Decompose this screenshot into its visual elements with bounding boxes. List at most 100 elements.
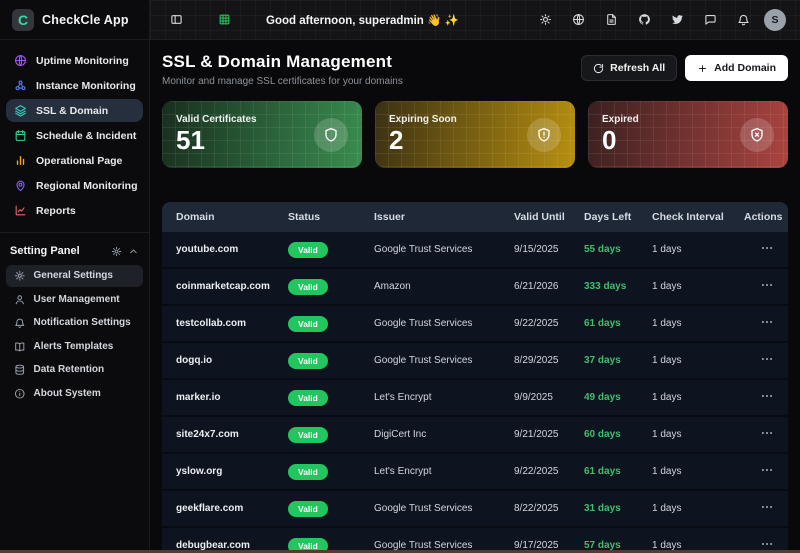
sidebar-toggle-icon[interactable] <box>164 8 188 32</box>
row-actions-button[interactable] <box>760 315 774 329</box>
cell-actions <box>744 315 774 332</box>
cell-issuer: DigiCert Inc <box>374 429 514 440</box>
calendar-icon <box>14 129 27 142</box>
cell-status: Valid <box>288 242 374 258</box>
sidebar-item-operational-page[interactable]: Operational Page <box>6 149 143 172</box>
page-title: SSL & Domain Management <box>162 52 403 72</box>
cell-actions <box>744 389 774 406</box>
page-subtitle: Monitor and manage SSL certificates for … <box>162 76 403 87</box>
cell-days-left: 61 days <box>584 318 652 329</box>
cell-days-left: 55 days <box>584 244 652 255</box>
cell-issuer: Amazon <box>374 281 514 292</box>
sidebar-item-ssl-domain[interactable]: SSL & Domain <box>6 99 143 122</box>
status-badge: Valid <box>288 427 328 443</box>
row-actions-button[interactable] <box>760 537 774 551</box>
cell-issuer: Google Trust Services <box>374 503 514 514</box>
col-check-interval: Check Interval <box>652 211 744 223</box>
table-row: coinmarketcap.comValidAmazon6/21/2026333… <box>162 269 788 306</box>
table-row: yslow.orgValidLet's Encrypt9/22/202561 d… <box>162 454 788 491</box>
stat-cards: Valid Certificates51Expiring Soon2Expire… <box>162 101 788 168</box>
person-icon <box>14 294 26 306</box>
book-icon <box>14 341 26 353</box>
col-status: Status <box>288 211 374 223</box>
app-logo: C <box>12 9 34 31</box>
globe-icon <box>14 54 27 67</box>
cell-valid-until: 8/22/2025 <box>514 503 584 514</box>
row-actions-button[interactable] <box>760 426 774 440</box>
docs-icon[interactable] <box>599 8 623 32</box>
settings-item-data-retention[interactable]: Data Retention <box>6 359 143 381</box>
settings-item-notification-settings[interactable]: Notification Settings <box>6 312 143 334</box>
info-icon <box>14 388 26 400</box>
cell-days-left: 37 days <box>584 355 652 366</box>
cell-days-left: 31 days <box>584 503 652 514</box>
cell-domain: site24x7.com <box>176 429 288 440</box>
cell-issuer: Google Trust Services <box>374 355 514 366</box>
col-issuer: Issuer <box>374 211 514 223</box>
row-actions-button[interactable] <box>760 500 774 514</box>
twitter-icon[interactable] <box>665 8 689 32</box>
settings-nav: General SettingsUser ManagementNotificat… <box>0 263 149 406</box>
cell-days-left: 60 days <box>584 429 652 440</box>
table-row: dogq.ioValidGoogle Trust Services8/29/20… <box>162 343 788 380</box>
sidebar-item-regional-monitoring[interactable]: Regional Monitoring <box>6 174 143 197</box>
row-actions-button[interactable] <box>760 389 774 403</box>
sidebar-item-reports[interactable]: Reports <box>6 199 143 222</box>
row-actions-button[interactable] <box>760 463 774 477</box>
row-actions-button[interactable] <box>760 241 774 255</box>
settings-item-about-system[interactable]: About System <box>6 383 143 405</box>
sidebar-item-label: Schedule & Incident <box>36 130 136 142</box>
chat-icon[interactable] <box>698 8 722 32</box>
settings-panel-title: Setting Panel <box>10 245 105 257</box>
col-actions: Actions <box>744 211 783 223</box>
sidebar-item-label: Uptime Monitoring <box>36 55 129 67</box>
sidebar-item-uptime-monitoring[interactable]: Uptime Monitoring <box>6 49 143 72</box>
sidebar-item-label: Reports <box>36 205 76 217</box>
cell-domain: youtube.com <box>176 244 288 255</box>
settings-item-user-management[interactable]: User Management <box>6 289 143 311</box>
theme-toggle-icon[interactable] <box>533 8 557 32</box>
cell-days-left: 49 days <box>584 392 652 403</box>
row-actions-button[interactable] <box>760 352 774 366</box>
cell-status: Valid <box>288 501 374 517</box>
cell-actions <box>744 426 774 443</box>
settings-item-alerts-templates[interactable]: Alerts Templates <box>6 336 143 358</box>
user-avatar[interactable]: S <box>764 9 786 31</box>
settings-item-general-settings[interactable]: General Settings <box>6 265 143 287</box>
settings-item-label: About System <box>34 388 101 399</box>
settings-panel-header[interactable]: Setting Panel <box>0 233 149 263</box>
table-row: testcollab.comValidGoogle Trust Services… <box>162 306 788 343</box>
stat-icon-circle <box>527 118 561 152</box>
bar-chart-icon <box>14 154 27 167</box>
cell-check-interval: 1 days <box>652 244 744 255</box>
cell-actions <box>744 463 774 480</box>
table-row: geekflare.comValidGoogle Trust Services8… <box>162 491 788 528</box>
plus-icon <box>697 63 708 74</box>
cell-valid-until: 8/29/2025 <box>514 355 584 366</box>
cell-valid-until: 9/9/2025 <box>514 392 584 403</box>
sidebar-item-schedule-incident[interactable]: Schedule & Incident <box>6 124 143 147</box>
sidebar-item-instance-monitoring[interactable]: Instance Monitoring <box>6 74 143 97</box>
cell-check-interval: 1 days <box>652 281 744 292</box>
status-badge: Valid <box>288 501 328 517</box>
github-icon[interactable] <box>632 8 656 32</box>
apps-grid-icon[interactable] <box>212 8 236 32</box>
table-body: youtube.comValidGoogle Trust Services9/1… <box>162 232 788 553</box>
cell-domain: testcollab.com <box>176 318 288 329</box>
cell-domain: yslow.org <box>176 466 288 477</box>
notifications-bell-icon[interactable] <box>731 8 755 32</box>
add-domain-button[interactable]: Add Domain <box>685 55 788 81</box>
app-window: C CheckCle App Uptime MonitoringInstance… <box>0 0 800 553</box>
cell-status: Valid <box>288 427 374 443</box>
cell-check-interval: 1 days <box>652 355 744 366</box>
cell-domain: marker.io <box>176 392 288 403</box>
refresh-all-label: Refresh All <box>610 62 665 74</box>
ssl-table: Domain Status Issuer Valid Until Days Le… <box>162 202 788 553</box>
language-icon[interactable] <box>566 8 590 32</box>
cell-status: Valid <box>288 279 374 295</box>
settings-item-label: Data Retention <box>34 364 105 375</box>
row-actions-button[interactable] <box>760 278 774 292</box>
stat-icon-circle <box>314 118 348 152</box>
topbar: Good afternoon, superadmin 👋 ✨ S <box>150 0 800 40</box>
refresh-all-button[interactable]: Refresh All <box>581 55 677 81</box>
